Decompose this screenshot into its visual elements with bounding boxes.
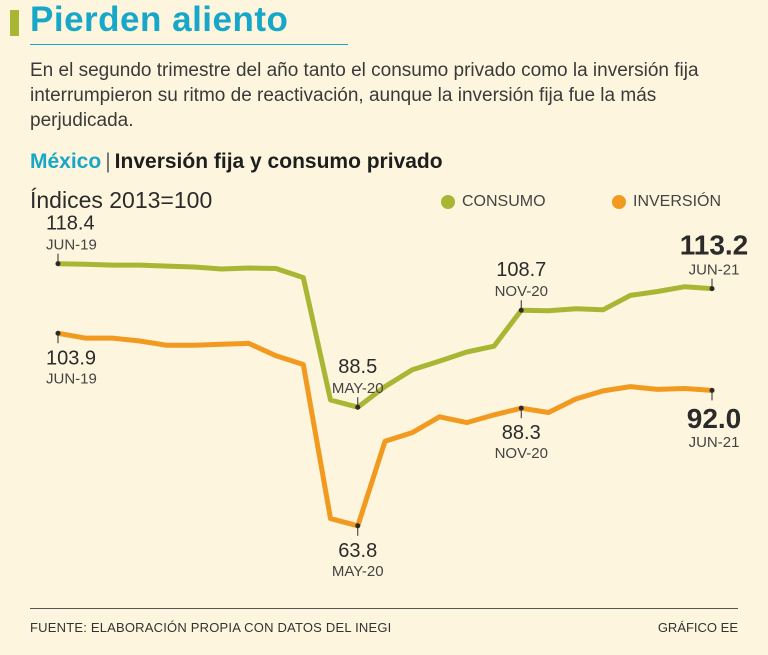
annotation-date-consumo: NOV-20 <box>495 283 548 300</box>
legend-inversion-swatch <box>612 195 626 209</box>
annotation-date-inversion: NOV-20 <box>495 445 548 462</box>
series-line-inversion <box>55 330 715 529</box>
annotation-value-inversion: 92.0 <box>687 403 742 434</box>
title-underline <box>30 44 348 45</box>
page-title: Pierden aliento <box>30 0 289 39</box>
annotation-date-inversion: JUN-19 <box>46 370 97 387</box>
legend-consumo: CONSUMO <box>441 193 546 211</box>
annotation-value-inversion: 103.9 <box>46 347 96 369</box>
legend-inversion: INVERSIÓN <box>612 193 721 211</box>
annotation-date-inversion: JUN-21 <box>689 434 740 451</box>
annotation-date-consumo: JUN-19 <box>46 237 97 254</box>
units-label: Índices 2013=100 <box>30 187 213 213</box>
annotation-date-inversion: MAY-20 <box>332 563 384 580</box>
source-note: FUENTE: ELABORACIÓN PROPIA CON DATOS DEL… <box>30 620 392 635</box>
annotation-date-consumo: MAY-20 <box>332 380 384 397</box>
legend-inversion-label: INVERSIÓN <box>633 193 722 210</box>
annotation-value-consumo: 118.4 <box>46 213 95 235</box>
annotation-value-consumo: 108.7 <box>496 259 546 281</box>
legend-consumo-swatch <box>441 195 455 209</box>
chart-description: En el segundo trimestre del año tanto el… <box>30 60 699 131</box>
legend-consumo-label: CONSUMO <box>462 193 546 210</box>
annotation-date-consumo: JUN-21 <box>689 262 740 279</box>
chart-subtitle: México | Inversión fija y consumo privado <box>30 150 443 174</box>
topic-label: Inversión fija y consumo privado <box>114 150 443 173</box>
graphic-credit: GRÁFICO EE <box>657 620 738 635</box>
annotation-value-consumo: 88.5 <box>338 356 377 378</box>
title-accent-bar <box>10 10 19 36</box>
annotation-value-inversion: 88.3 <box>502 422 541 444</box>
series-line-consumo <box>55 261 715 410</box>
subtitle-separator: | <box>105 150 111 173</box>
annotation-value-consumo: 113.2 <box>680 230 749 261</box>
annotation-value-inversion: 63.8 <box>338 540 377 562</box>
footer-divider <box>30 608 738 609</box>
country-label: México <box>30 150 102 173</box>
